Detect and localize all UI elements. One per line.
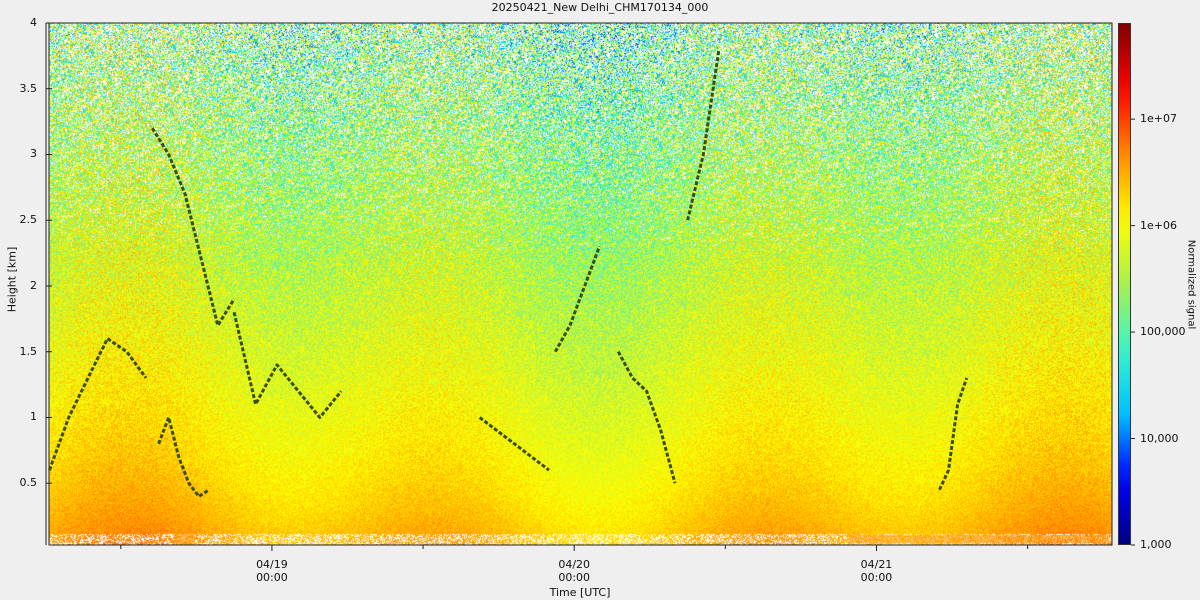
colorbar-tick-label: 100,000: [1140, 325, 1186, 339]
plot-frame: [48, 22, 1113, 546]
layer-marker: [553, 245, 601, 353]
chart-title: 20250421_New Delhi_CHM170134_000: [491, 1, 709, 14]
layer-marker: [151, 127, 236, 327]
y-tick-label: 0.5: [19, 476, 38, 490]
x-axis-label: Time [UTC]: [549, 586, 611, 599]
layer-marker: [686, 49, 721, 221]
heatmap-canvas: [49, 23, 1112, 545]
colorbar-label: Normalized signal: [1185, 239, 1197, 330]
y-tick-label: 3: [30, 147, 37, 161]
colorbar-tick-label: 1,000: [1140, 538, 1172, 551]
y-tick-label: 2.5: [19, 213, 38, 227]
layer-marker: [616, 350, 677, 484]
x-tick-label: 04/20 00:00: [558, 558, 591, 584]
layer-marker: [47, 337, 148, 471]
colorbar: [1118, 23, 1131, 545]
x-tick-label: 04/21 00:00: [860, 558, 893, 584]
colorbar-tick-label: 1e+07: [1140, 112, 1177, 126]
y-tick-label: 4: [30, 16, 37, 29]
colorbar-tick-label: 10,000: [1140, 431, 1179, 445]
layer-marker: [478, 416, 550, 472]
layer-marker: [938, 377, 969, 491]
y-tick-label: 2: [30, 278, 37, 292]
y-tick-label: 3.5: [19, 81, 38, 95]
layer-marker: [232, 311, 343, 419]
colorbar-tick-label: 1e+06: [1140, 218, 1177, 232]
y-tick-label: 1.5: [19, 344, 38, 358]
plot-area: [49, 23, 1112, 549]
x-tick-label: 04/19 00:00: [256, 558, 288, 584]
layer-marker: [157, 416, 210, 498]
y-tick-label: 1: [30, 410, 37, 424]
